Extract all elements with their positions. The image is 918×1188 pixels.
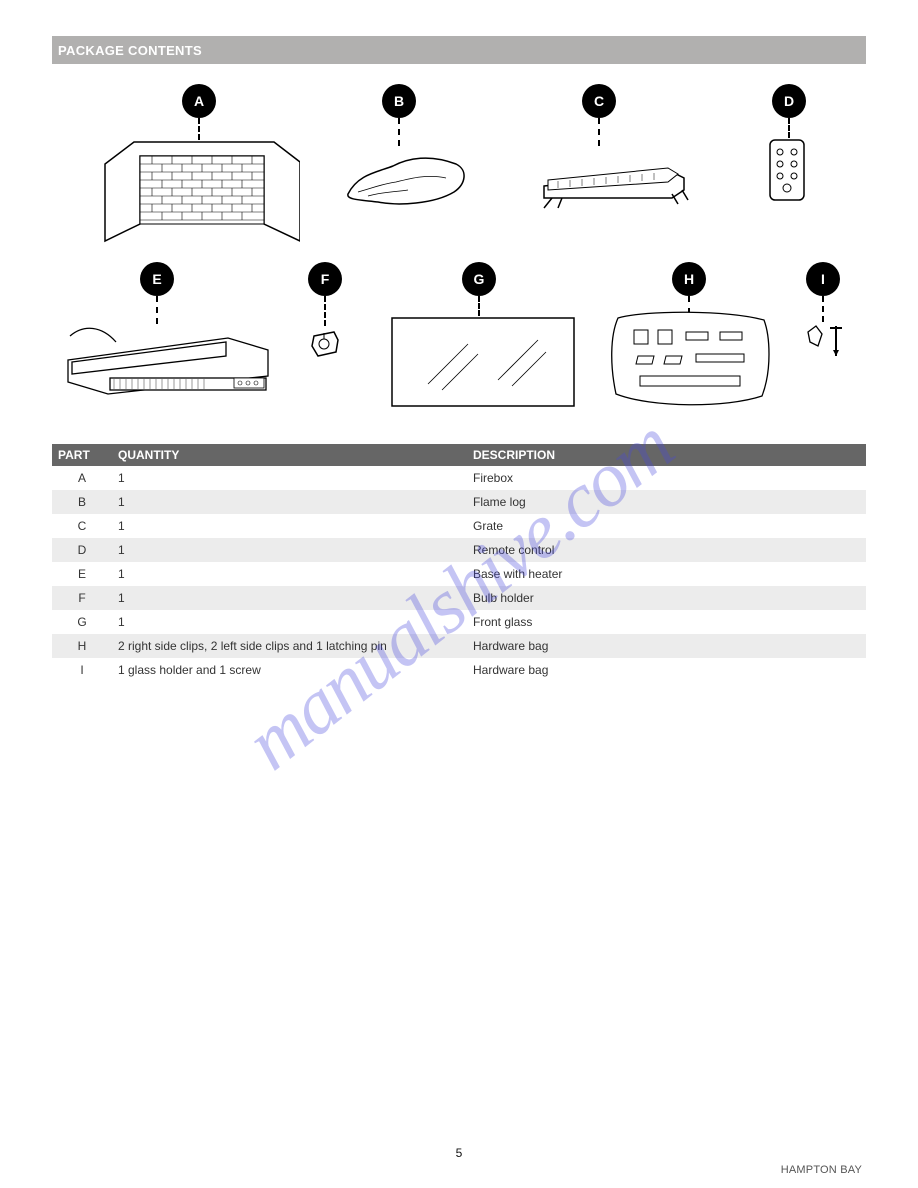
cell-qty: 1 xyxy=(112,610,467,634)
th-qty: QUANTITY xyxy=(112,444,467,466)
cell-desc: Bulb holder xyxy=(467,586,866,610)
cell-part: E xyxy=(52,562,112,586)
cell-desc: Firebox xyxy=(467,466,866,490)
bulb-holder-illustration xyxy=(306,326,346,366)
badge-c: C xyxy=(582,84,616,118)
cell-desc: Grate xyxy=(467,514,866,538)
cell-part: D xyxy=(52,538,112,562)
badge-h: H xyxy=(672,262,706,296)
header-bar: PACKAGE CONTENTS xyxy=(52,36,866,64)
table-row: I1 glass holder and 1 screwHardware bag xyxy=(52,658,866,682)
cell-qty: 1 xyxy=(112,586,467,610)
table-row: C1Grate xyxy=(52,514,866,538)
cell-desc: Hardware bag xyxy=(467,634,866,658)
front-glass-illustration xyxy=(388,314,578,414)
diagram-area: A B xyxy=(52,84,866,444)
badge-g: G xyxy=(462,262,496,296)
grate-illustration xyxy=(522,144,692,214)
header-title: PACKAGE CONTENTS xyxy=(58,43,202,58)
cell-part: A xyxy=(52,466,112,490)
cell-qty: 1 xyxy=(112,514,467,538)
cell-desc: Hardware bag xyxy=(467,658,866,682)
cell-qty: 1 xyxy=(112,538,467,562)
base-heater-illustration xyxy=(58,316,278,406)
cell-part: G xyxy=(52,610,112,634)
table-row: D1Remote control xyxy=(52,538,866,562)
cell-qty: 1 glass holder and 1 screw xyxy=(112,658,467,682)
table-row: H2 right side clips, 2 left side clips a… xyxy=(52,634,866,658)
badge-e: E xyxy=(140,262,174,296)
cell-part: I xyxy=(52,658,112,682)
dash-b xyxy=(398,118,400,146)
dash-g xyxy=(478,296,480,316)
cell-qty: 2 right side clips, 2 left side clips an… xyxy=(112,634,467,658)
badge-b: B xyxy=(382,84,416,118)
table-row: A1Firebox xyxy=(52,466,866,490)
cell-qty: 1 xyxy=(112,466,467,490)
table-row: E1Base with heater xyxy=(52,562,866,586)
dash-f xyxy=(324,296,326,326)
cell-qty: 1 xyxy=(112,490,467,514)
flame-log-illustration xyxy=(338,144,478,214)
dash-c xyxy=(598,118,600,146)
badge-i: I xyxy=(806,262,840,296)
firebox-illustration xyxy=(100,136,300,246)
hardware-bag2-illustration xyxy=(802,320,852,370)
table-row: B1Flame log xyxy=(52,490,866,514)
remote-illustration xyxy=(768,138,808,204)
cell-part: B xyxy=(52,490,112,514)
cell-qty: 1 xyxy=(112,562,467,586)
dash-i xyxy=(822,296,824,322)
cell-desc: Flame log xyxy=(467,490,866,514)
cell-desc: Remote control xyxy=(467,538,866,562)
cell-part: F xyxy=(52,586,112,610)
th-desc: DESCRIPTION xyxy=(467,444,866,466)
parts-table: PART QUANTITY DESCRIPTION A1FireboxB1Fla… xyxy=(52,444,866,682)
badge-d: D xyxy=(772,84,806,118)
badge-f: F xyxy=(308,262,342,296)
footer-page: 5 xyxy=(0,1146,918,1160)
cell-part: H xyxy=(52,634,112,658)
cell-desc: Front glass xyxy=(467,610,866,634)
hardware-bag-illustration xyxy=(606,306,776,416)
dash-d xyxy=(788,118,790,138)
th-part: PART xyxy=(52,444,112,466)
table-row: F1Bulb holder xyxy=(52,586,866,610)
footer-brand: HAMPTON BAY xyxy=(781,1164,862,1176)
cell-part: C xyxy=(52,514,112,538)
table-row: G1Front glass xyxy=(52,610,866,634)
cell-desc: Base with heater xyxy=(467,562,866,586)
badge-a: A xyxy=(182,84,216,118)
